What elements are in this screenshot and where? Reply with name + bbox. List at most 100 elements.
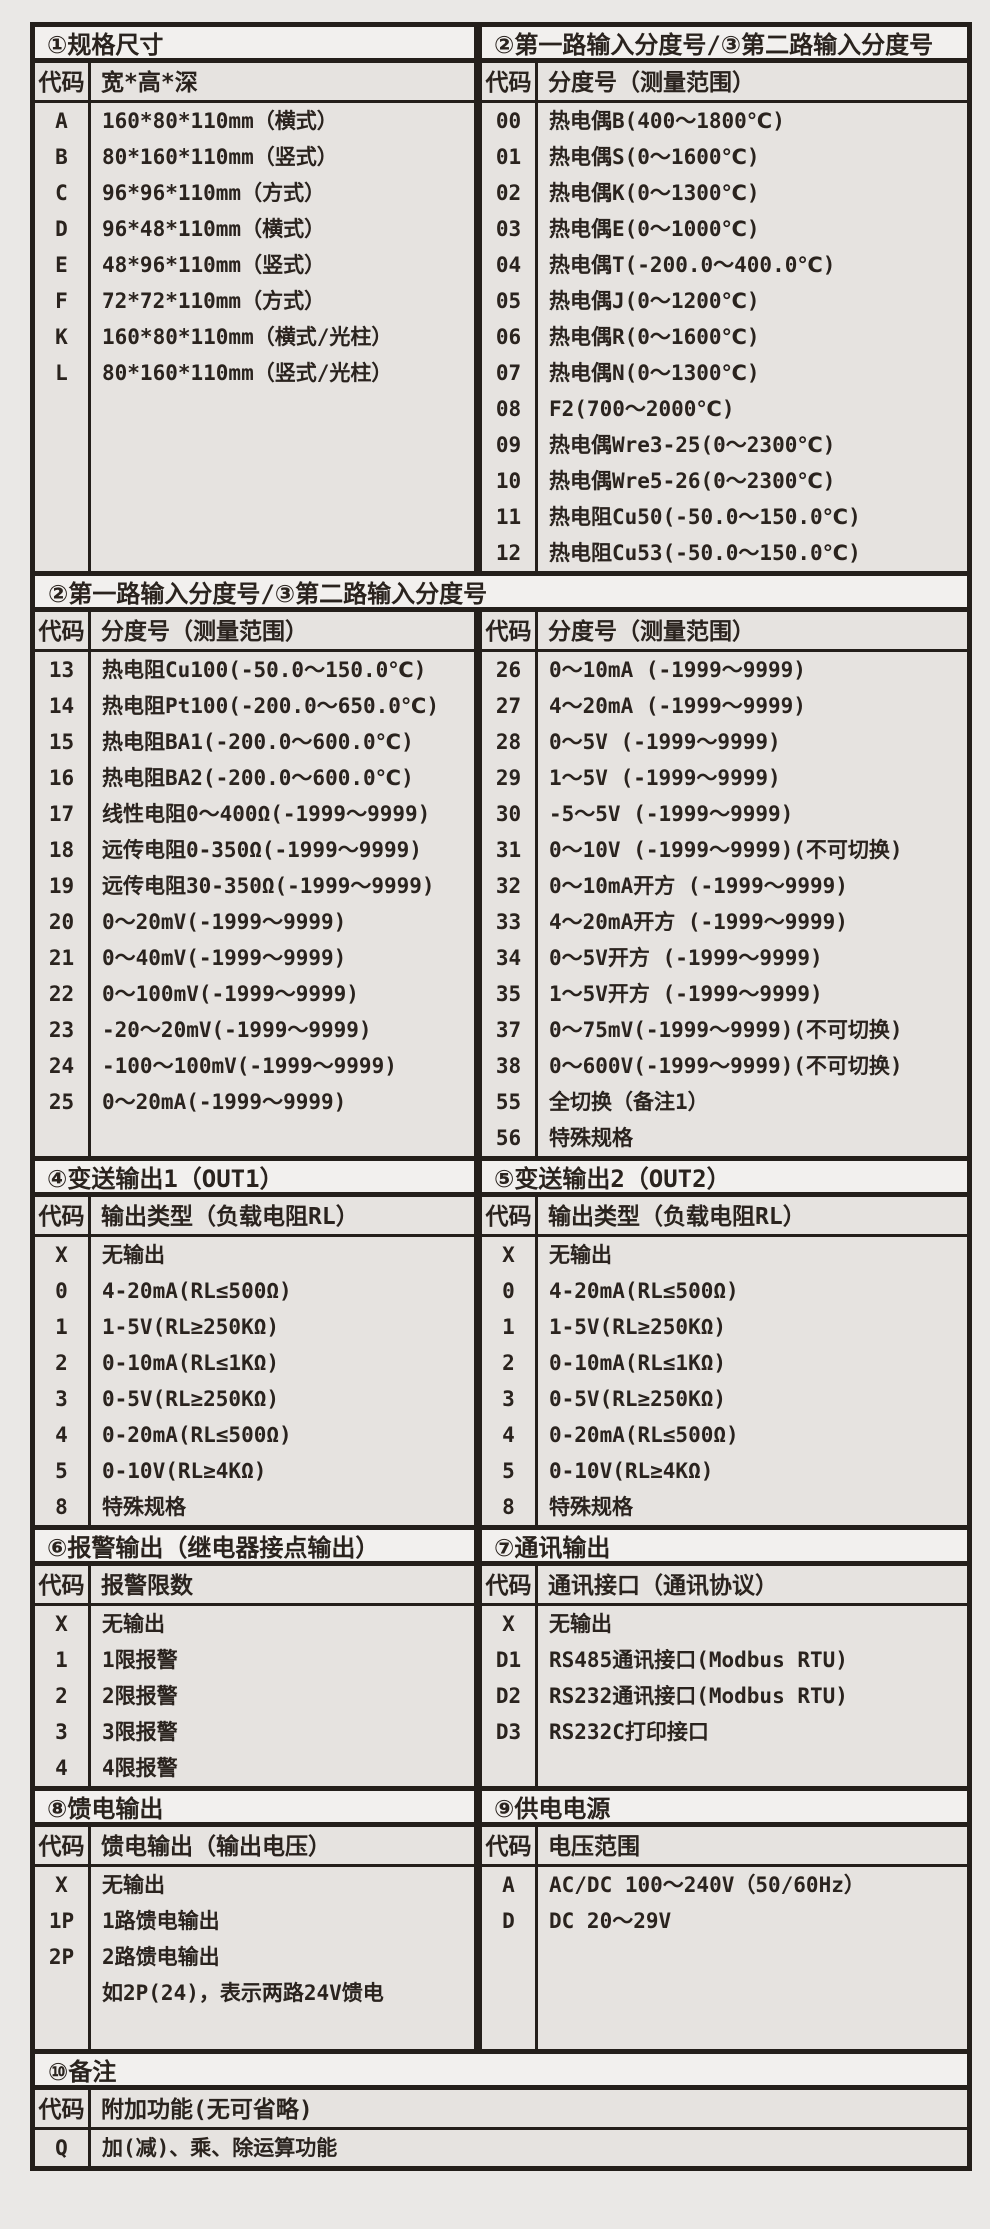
code-column: X 0 1 2 3 4 5 8 xyxy=(482,1237,538,1525)
desc-cell: 0～20mA(-1999～9999) xyxy=(102,1090,347,1114)
desc-cell: 4～20mA开方 (-1999～9999) xyxy=(549,910,848,934)
code-cell: 19 xyxy=(48,874,75,898)
desc-column: 0～10mA (-1999～9999) 4～20mA (-1999～9999) 0～… xyxy=(538,652,967,1156)
code-cell: 03 xyxy=(495,217,522,241)
desc-cell: 0～5V (-1999～9999) xyxy=(549,730,781,754)
code-cell: 18 xyxy=(48,838,75,862)
code-cell: 31 xyxy=(495,838,522,862)
section-title: ⑩备注 xyxy=(35,2054,967,2090)
section-band: ④变送输出1（OUT1） 代码 输出类型（负载电阻RL） X 0 1 2 3 4 5 8 无输出 4-2… xyxy=(35,1161,967,1525)
desc-column-header: 电压范围 xyxy=(548,1834,640,1860)
code-cell: 17 xyxy=(48,802,75,826)
code-cell: E xyxy=(55,253,68,277)
column-header-row: 代码 附加功能(无可省略) xyxy=(35,2090,967,2130)
code-cell: X xyxy=(55,1243,68,1267)
desc-cell: 热电阻Cu53(-50.0～150.0℃) xyxy=(549,541,861,565)
code-cell: 25 xyxy=(48,1090,75,1114)
column-header-row: 代码 分度号（测量范围） xyxy=(482,63,967,103)
desc-cell: 0～20mV(-1999～9999) xyxy=(102,910,347,934)
code-cell: 35 xyxy=(495,982,522,1006)
code-cell: 15 xyxy=(48,730,75,754)
desc-cell: 96*96*110mm（方式） xyxy=(102,181,326,205)
code-cell: 3 xyxy=(55,1387,68,1411)
desc-cell: 1～5V (-1999～9999) xyxy=(549,766,781,790)
code-cell: 13 xyxy=(48,658,75,682)
desc-cell: 0-5V(RL≥250KΩ) xyxy=(102,1387,280,1411)
panel-title: ②第一路输入分度号/③第二路输入分度号 xyxy=(482,27,967,63)
panel-title: ⑥报警输出（继电器接点输出） xyxy=(35,1530,474,1566)
desc-column-header: 分度号（测量范围） xyxy=(101,619,308,645)
desc-cell: 0～40mV(-1999～9999) xyxy=(102,946,347,970)
desc-cell: 0～10mA开方 (-1999～9999) xyxy=(549,874,848,898)
desc-cell: 0-10V(RL≥4KΩ) xyxy=(102,1459,267,1483)
desc-cell: 1-5V(RL≥250KΩ) xyxy=(102,1315,280,1339)
desc-cell: 80*160*110mm（竖式） xyxy=(102,145,338,169)
desc-column: 热电阻Cu100(-50.0～150.0℃) 热电阻Pt100(-200.0～65… xyxy=(91,652,474,1156)
code-cell: 55 xyxy=(495,1090,522,1114)
desc-column: 无输出 4-20mA(RL≤500Ω) 1-5V(RL≥250KΩ) 0-10mA(R… xyxy=(538,1237,967,1525)
desc-cell: 0～75mV(-1999～9999)(不可切换) xyxy=(549,1018,903,1042)
column-header-row: 代码 报警限数 xyxy=(35,1566,474,1606)
code-cell: D1 xyxy=(495,1648,522,1672)
column-header-row: 代码 电压范围 xyxy=(482,1827,967,1867)
desc-column-header: 报警限数 xyxy=(101,1573,193,1599)
code-cell: F xyxy=(55,289,68,313)
code-cell: D2 xyxy=(495,1684,522,1708)
desc-cell: 4-20mA(RL≤500Ω) xyxy=(549,1279,739,1303)
desc-cell: RS232通讯接口(Modbus RTU) xyxy=(549,1684,848,1708)
desc-cell: AC/DC 100～240V（50/60Hz） xyxy=(549,1873,865,1897)
desc-cell: 热电偶Wre3-25(0～2300℃) xyxy=(549,433,836,457)
code-cell: 02 xyxy=(495,181,522,205)
desc-column: 加(减)、乘、除运算功能 xyxy=(91,2130,967,2166)
code-cell: 30 xyxy=(495,802,522,826)
desc-column: 160*80*110mm（横式） 80*160*110mm（竖式） 96*96*11… xyxy=(91,103,474,571)
desc-cell: 0-10V(RL≥4KΩ) xyxy=(549,1459,714,1483)
desc-cell: 无输出 xyxy=(549,1612,612,1636)
code-column-header: 代码 xyxy=(482,63,538,100)
code-cell: X xyxy=(55,1612,68,1636)
desc-cell: 0～100mV(-1999～9999) xyxy=(102,982,359,1006)
desc-cell: 0～5V开方 (-1999～9999) xyxy=(549,946,823,970)
section-band: ⑥报警输出（继电器接点输出） 代码 报警限数 X 1 2 3 4 无输出 1限报警 2限报警 3限报警… xyxy=(35,1530,967,1786)
panel-rows: A B C D E F K L 160*80*110mm（横式） 80*160*110mm（竖式）… xyxy=(35,103,474,571)
code-column-header: 代码 xyxy=(35,1827,91,1864)
desc-cell: 线性电阻0～400Ω(-1999～9999) xyxy=(102,802,431,826)
code-cell: 00 xyxy=(495,109,522,133)
panel-title: ⑤变送输出2（OUT2） xyxy=(482,1161,967,1197)
desc-column-header: 馈电输出（输出电压） xyxy=(101,1834,331,1860)
desc-cell: 4～20mA (-1999～9999) xyxy=(549,694,806,718)
desc-column: 热电偶B(400～1800℃) 热电偶S(0～1600℃) 热电偶K(0～1300℃… xyxy=(538,103,967,571)
code-cell: 28 xyxy=(495,730,522,754)
desc-cell: 1-5V(RL≥250KΩ) xyxy=(549,1315,727,1339)
code-cell: 2 xyxy=(502,1351,515,1375)
code-cell: 8 xyxy=(502,1495,515,1519)
desc-cell: 160*80*110mm（横式） xyxy=(102,109,338,133)
desc-cell: 热电偶K(0～1300℃) xyxy=(549,181,760,205)
section-panel: ⑨供电电源 代码 电压范围 A D AC/DC 100～240V（50/60Hz） DC 2… xyxy=(474,1791,967,2049)
code-cell: 21 xyxy=(48,946,75,970)
code-column-header: 代码 xyxy=(35,1197,91,1234)
code-cell: A xyxy=(55,109,68,133)
column-header-row: 代码 馈电输出（输出电压） xyxy=(35,1827,474,1867)
section-panel: ⑧馈电输出 代码 馈电输出（输出电压） X 1P 2P 无输出 1路馈电输出 2路馈电输出 如2P… xyxy=(35,1791,474,2049)
panel-rows: X 1P 2P 无输出 1路馈电输出 2路馈电输出 如2P(24)，表示两路24V馈电 xyxy=(35,1867,474,2049)
panel-title: ⑦通讯输出 xyxy=(482,1530,967,1566)
desc-cell: 热电偶N(0～1300℃) xyxy=(549,361,760,385)
code-column: 26 27 28 29 30 31 32 33 34 35 37 38 55 56 xyxy=(482,652,538,1156)
code-cell: 1 xyxy=(55,1315,68,1339)
code-cell: 38 xyxy=(495,1054,522,1078)
code-column: Q xyxy=(35,2130,91,2166)
desc-cell: 1路馈电输出 xyxy=(102,1909,220,1933)
panel-title: ①规格尺寸 xyxy=(35,27,474,63)
code-cell: 11 xyxy=(495,505,522,529)
code-cell: 56 xyxy=(495,1126,522,1150)
desc-cell: 全切换（备注1） xyxy=(549,1090,709,1114)
section-band: ①规格尺寸 代码 宽*高*深 A B C D E F K L 160*80*110mm（横式） 80*1… xyxy=(35,27,967,571)
panel-rows: A D AC/DC 100～240V（50/60Hz） DC 20～29V xyxy=(482,1867,967,2049)
panel-title: ④变送输出1（OUT1） xyxy=(35,1161,474,1197)
code-cell: D xyxy=(55,217,68,241)
desc-cell: 160*80*110mm（横式/光柱） xyxy=(102,325,393,349)
section-panel: 代码 分度号（测量范围） 26 27 28 29 30 31 32 33 34 35 37 38 55 56 0… xyxy=(474,612,967,1156)
